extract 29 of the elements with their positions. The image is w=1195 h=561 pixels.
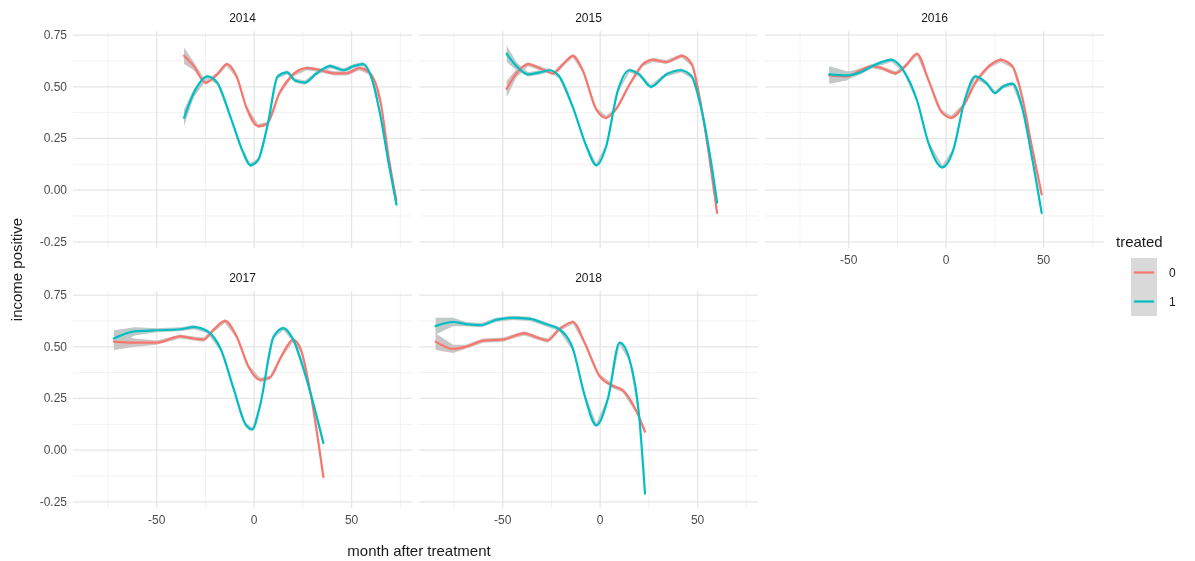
x-tick-label: 50	[344, 513, 359, 527]
x-tick-label: 0	[596, 513, 604, 527]
legend-label: 1	[1169, 295, 1176, 309]
x-tick-label: -50	[494, 513, 512, 527]
y-tick-label: 0.50	[43, 339, 68, 354]
x-tick-label: 0	[250, 513, 258, 527]
y-tick-label: 0.00	[43, 443, 68, 458]
y-tick-label: 0.50	[43, 79, 68, 94]
x-tick-label: 0	[942, 253, 950, 267]
y-tick-label: 0.25	[43, 391, 68, 406]
y-tick-label: 0.00	[43, 183, 68, 198]
chart-title: 2018	[575, 271, 603, 285]
chart-title: 2014	[229, 11, 257, 25]
y-tick-label: 0.25	[43, 131, 68, 146]
x-tick-label: -50	[840, 253, 858, 267]
y-axis-title: income positive	[8, 217, 25, 322]
x-tick-label: -50	[148, 513, 166, 527]
chart-title: 2015	[575, 11, 603, 25]
y-tick-label: 0.75	[43, 288, 68, 303]
y-tick-label: -0.25	[39, 234, 68, 249]
x-axis-title: month after treatment	[347, 542, 492, 559]
chart-title: 2016	[921, 11, 949, 25]
x-tick-label: 50	[1036, 253, 1051, 267]
legend-title: treated	[1116, 233, 1163, 250]
y-tick-label: 0.75	[43, 28, 68, 43]
legend-label: 0	[1169, 266, 1176, 280]
y-tick-label: -0.25	[39, 494, 68, 509]
x-tick-label: 50	[690, 513, 705, 527]
chart-title: 2017	[229, 271, 257, 285]
